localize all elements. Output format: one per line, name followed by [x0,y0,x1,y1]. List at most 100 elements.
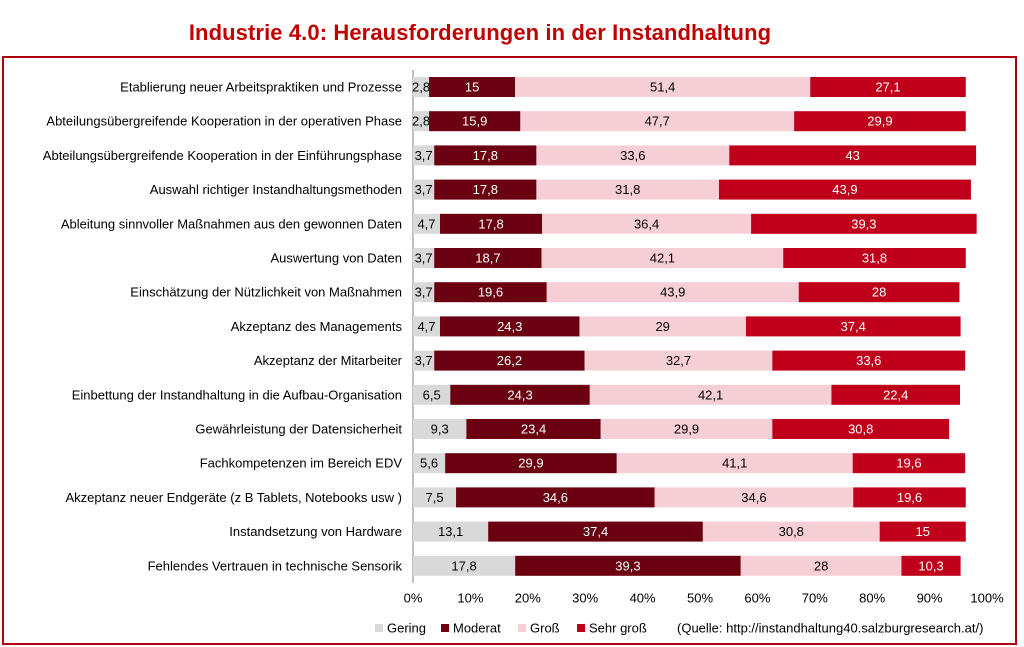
bar-segment [718,179,971,200]
data-label: 31,8 [862,251,887,266]
bar-segment [702,521,880,542]
bar-segment [546,282,799,303]
data-label: 28 [814,558,828,573]
x-tick-label: 30% [572,591,598,606]
data-label: 29,9 [674,422,699,437]
data-label: 3,7 [415,251,433,266]
bar-segment [413,384,451,405]
data-label: 33,6 [620,148,645,163]
bar-segment [579,316,746,337]
legend-swatch [518,624,526,632]
x-tick-label: 80% [859,591,885,606]
data-label: 22,4 [883,387,908,402]
data-label: 43 [845,148,859,163]
bar-segment [783,248,966,268]
bar-segment [536,145,730,166]
bar-segment [413,487,457,508]
data-label: 17,8 [473,182,498,197]
bar-segment [413,145,435,166]
bar-segment [751,213,977,234]
data-label: 9,3 [431,422,449,437]
x-tick-label: 70% [802,591,828,606]
bar-segment [542,213,752,234]
bar-segment [413,213,440,234]
bar-segment [439,316,580,337]
bar-segment [831,384,961,405]
data-label: 29,9 [867,114,892,129]
bar-segment [413,179,435,200]
category-label: Einschätzung der Nützlichkeit von Maßnah… [130,285,402,300]
bar-segment [772,350,966,371]
data-label: 13,1 [438,524,463,539]
data-label: 31,8 [615,182,640,197]
data-label: 3,7 [415,285,433,300]
data-label: 15 [465,80,479,95]
data-label: 43,9 [832,182,857,197]
data-label: 17,8 [451,558,476,573]
data-label: 39,3 [851,216,876,231]
x-tick-label: 20% [515,591,541,606]
data-label: 18,7 [475,251,500,266]
category-label: Etablierung neuer Arbeitspraktiken und P… [120,80,402,95]
bar-segment [740,555,902,576]
data-label: 42,1 [698,387,723,402]
legend-label: Moderat [453,621,501,636]
bar-segment [413,419,467,439]
bar-segment [434,179,537,200]
data-label: 15,9 [462,114,487,129]
bar-segment [520,111,795,132]
bar-segment [434,282,547,303]
bar-segment [450,384,590,405]
data-label: 19,6 [478,285,503,300]
bar-segment [429,77,516,97]
data-label: 43,9 [660,285,685,300]
bar-segment [600,419,773,439]
data-label: 4,7 [417,216,435,231]
data-label: 3,7 [415,182,433,197]
bar-segment [466,419,601,439]
legend-label: Sehr groß [589,621,647,636]
x-tick-label: 90% [917,591,943,606]
bar-segment [515,555,741,576]
bar-segment [584,350,773,371]
x-tick-label: 50% [687,591,713,606]
bar-segment [413,555,516,576]
data-label: 3,7 [415,353,433,368]
category-label: Abteilungsübergreifende Kooperation in d… [46,114,402,129]
bar-segment [810,77,966,97]
data-label: 47,7 [645,114,670,129]
category-label: Instandsetzung von Hardware [229,524,402,539]
data-label: 17,8 [478,216,503,231]
category-label: Fehlendes Vertrauen in technische Sensor… [148,558,403,573]
bar-segment [589,384,832,405]
data-label: 37,4 [841,319,866,334]
bar-segment [413,453,446,474]
bar-segment [772,419,950,439]
data-label: 30,8 [779,524,804,539]
bar-segment [439,213,543,234]
legend-swatch [441,624,449,632]
data-label: 5,6 [420,456,438,471]
bar-segment [413,350,435,371]
chart-title: Industrie 4.0: Herausforderungen in der … [188,20,772,45]
bar-segment [794,111,966,132]
bar-segment [901,555,961,576]
bar-segment [413,77,430,97]
bar-segment [745,316,961,337]
data-label: 7,5 [425,490,443,505]
category-label: Fachkompetenzen im Bereich EDV [200,456,403,471]
chart-frame [2,56,1017,645]
data-label: 41,1 [722,456,747,471]
bar-segment [853,487,966,508]
bar-segment [434,145,537,166]
bar-segment [879,521,966,542]
x-tick-label: 40% [630,591,656,606]
bar-segment [413,316,440,337]
data-label: 29 [655,319,669,334]
bar-segment [616,453,853,474]
legend-label: Groß [530,621,560,636]
bar-segment [434,248,542,268]
category-label: Einbettung der Instandhaltung in die Auf… [72,387,402,402]
bar-segment [413,521,489,542]
category-label: Akzeptanz der Mitarbeiter [254,353,403,368]
